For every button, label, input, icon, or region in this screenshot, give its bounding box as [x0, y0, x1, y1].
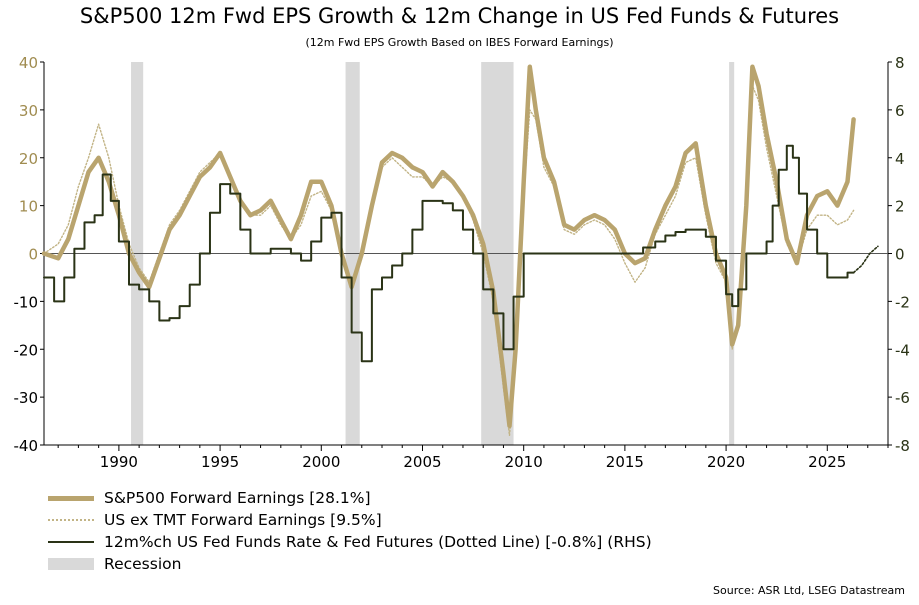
source-note: Source: ASR Ltd, LSEG Datastream: [713, 584, 905, 597]
y-left-tick-label: 40: [19, 54, 38, 72]
legend-label-recession: Recession: [104, 555, 182, 573]
y-right-tick-label: -8: [895, 437, 910, 455]
y-left-tick-label: -10: [14, 293, 39, 311]
legend-swatch-fed: [48, 541, 94, 543]
legend-item-ex-tmt: US ex TMT Forward Earnings [9.5%]: [48, 509, 652, 531]
legend-swatch-recession: [48, 558, 94, 570]
legend-label-ex-tmt: US ex TMT Forward Earnings [9.5%]: [104, 511, 382, 529]
legend-swatch-eps: [48, 495, 94, 501]
y-right-tick-label: 4: [895, 150, 905, 168]
chart-axes: 1990 1995 2000 2005 2010 2015 2020 2025-40-30-2…: [14, 54, 910, 471]
series-fed-futures: [852, 245, 879, 274]
series-lines: [41, 64, 879, 437]
x-tick-label: 2025: [808, 453, 846, 471]
legend-item-recession: Recession: [48, 553, 652, 575]
chart-title: S&P500 12m Fwd EPS Growth & 12m Change i…: [79, 4, 840, 28]
x-tick-label: 2010: [505, 453, 543, 471]
y-right-tick-label: -4: [895, 341, 910, 359]
x-tick-label: 2020: [707, 453, 745, 471]
legend-item-fed: 12m%ch US Fed Funds Rate & Fed Futures (…: [48, 531, 652, 553]
y-right-tick-label: 8: [895, 54, 905, 72]
x-tick-label: 1995: [201, 453, 239, 471]
series-sp500-forward-earnings: [41, 64, 856, 429]
legend-item-eps: S&P500 Forward Earnings [28.1%]: [48, 487, 652, 509]
y-left-tick-label: -20: [14, 341, 39, 359]
x-tick-label: 1990: [100, 453, 138, 471]
x-tick-label: 2005: [403, 453, 441, 471]
x-tick-label: 2000: [302, 453, 340, 471]
y-left-tick-label: -40: [14, 437, 39, 455]
legend-label-eps: S&P500 Forward Earnings [28.1%]: [104, 489, 371, 507]
y-right-tick-label: 0: [895, 246, 905, 264]
chart-subtitle: (12m Fwd EPS Growth Based on IBES Forwar…: [305, 36, 614, 49]
y-right-tick-label: -2: [895, 293, 910, 311]
legend: S&P500 Forward Earnings [28.1%] US ex TM…: [48, 487, 652, 575]
y-left-tick-label: -30: [14, 389, 39, 407]
y-left-tick-label: 20: [19, 150, 38, 168]
y-left-tick-label: 0: [28, 246, 38, 264]
legend-label-fed: 12m%ch US Fed Funds Rate & Fed Futures (…: [104, 533, 652, 551]
y-left-tick-label: 10: [19, 198, 38, 216]
y-right-tick-label: 2: [895, 198, 905, 216]
x-tick-label: 2015: [606, 453, 644, 471]
legend-swatch-ex-tmt: [48, 519, 94, 521]
y-right-tick-label: 6: [895, 102, 905, 120]
y-left-tick-label: 30: [19, 102, 38, 120]
series-fed-funds: [43, 144, 855, 363]
y-right-tick-label: -6: [895, 389, 910, 407]
